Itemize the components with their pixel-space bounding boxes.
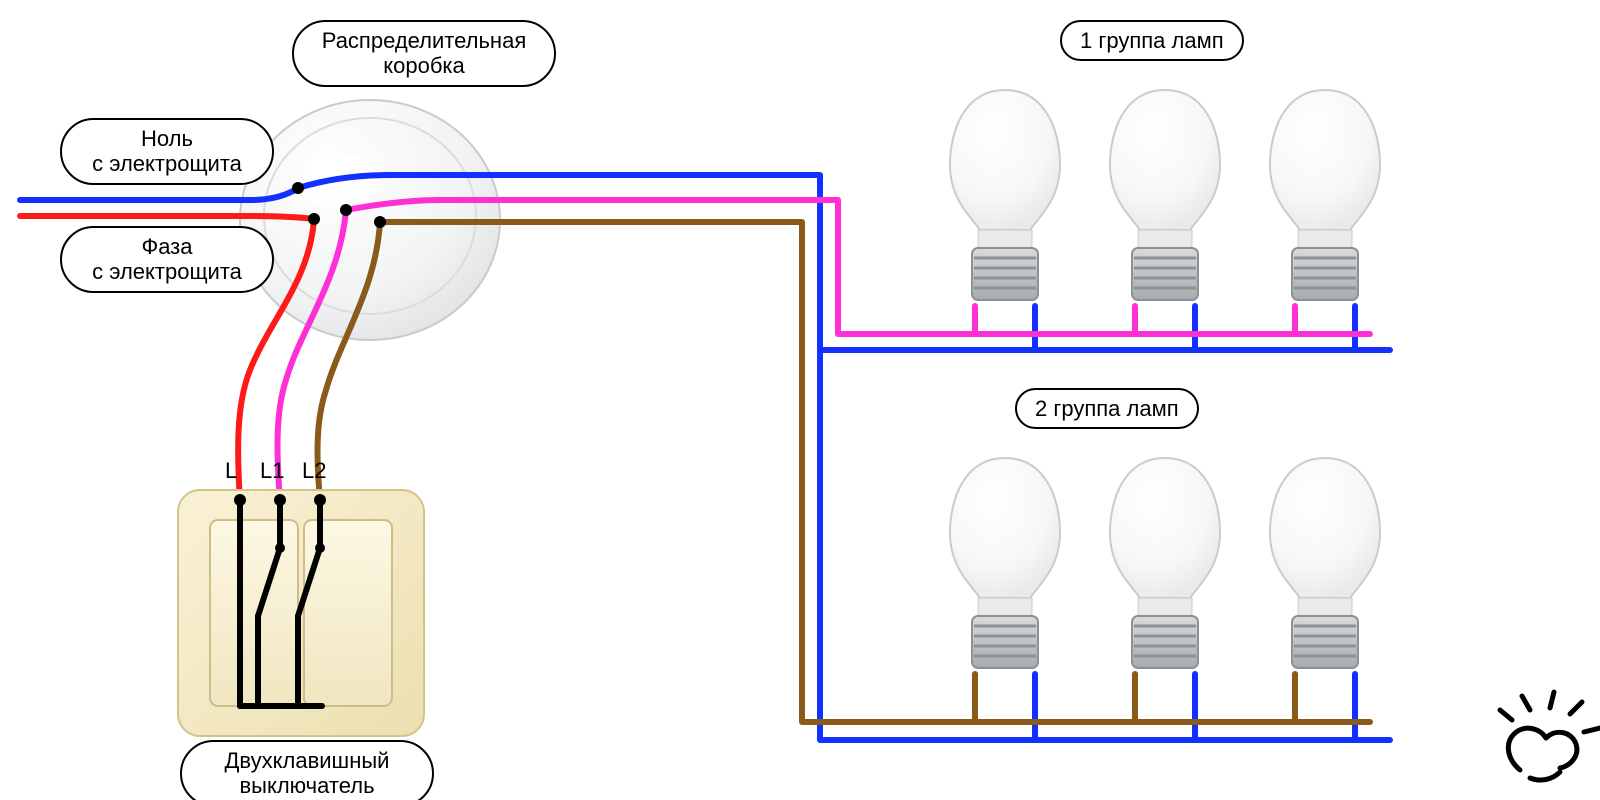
watermark-snap-icon [1500, 692, 1600, 780]
switch-caption-label: Двухклавишный выключатель [180, 740, 434, 800]
terminal-l2-label: L2 [302, 458, 326, 484]
terminal-l-label: L [225, 458, 237, 484]
phase-label-line2: с электрощита [92, 259, 242, 284]
neutral-label-line1: Ноль [141, 126, 193, 151]
lamp-group-2-icons [950, 458, 1380, 668]
neutral-from-panel-label: Ноль с электрощита [60, 118, 274, 185]
switch-caption-line1: Двухклавишный [225, 748, 390, 773]
phase-label-line1: Фаза [141, 234, 192, 259]
terminal-l1-label: L1 [260, 458, 284, 484]
phase-wire-in [20, 216, 314, 219]
phase-from-panel-label: Фаза с электрощита [60, 226, 274, 293]
junction-box-label-line1: Распределительная [322, 28, 526, 53]
switch-caption-line2: выключатель [239, 773, 374, 798]
lamp-group-1-icons [950, 90, 1380, 300]
lamp-group-2-label: 2 группа ламп [1015, 388, 1199, 429]
wiring-diagram: { "canvas": { "w": 1600, "h": 800, "bg":… [0, 0, 1600, 800]
junction-box-label: Распределительная коробка [292, 20, 556, 87]
neutral-label-line2: с электрощита [92, 151, 242, 176]
l2-distribution [380, 222, 1370, 722]
lamp-group-1-label: 1 группа ламп [1060, 20, 1244, 61]
junction-box-label-line2: коробка [383, 53, 465, 78]
double-switch-icon [178, 490, 424, 736]
